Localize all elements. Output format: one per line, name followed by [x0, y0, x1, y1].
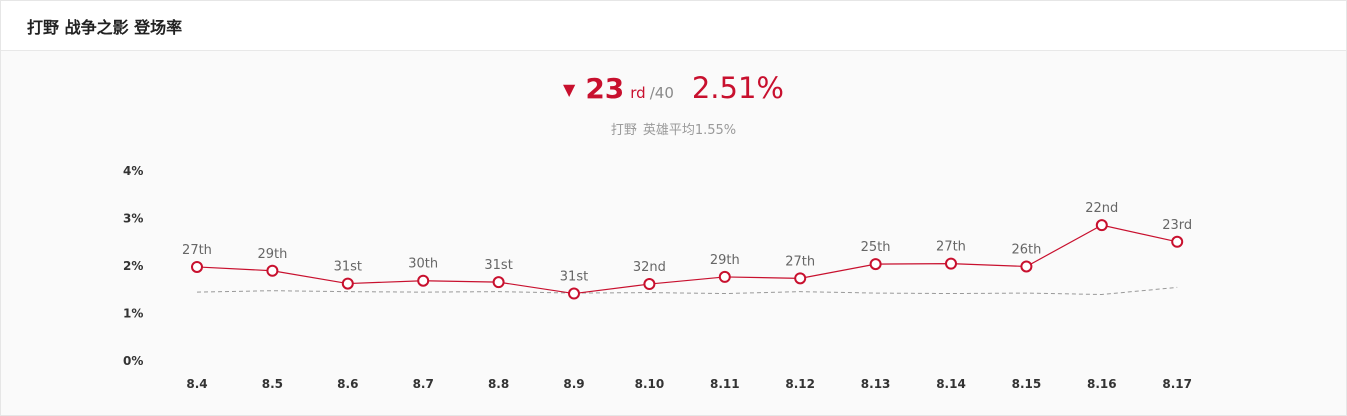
rank-label: 30th — [408, 257, 438, 272]
rank-label: 32nd — [633, 260, 666, 275]
data-point — [191, 260, 203, 273]
role-average-text: 英雄平均1.55% — [642, 123, 737, 138]
playrate-series-line — [196, 224, 1178, 295]
rank-suffix: rd — [630, 84, 646, 102]
x-tick-label: 8.4 — [186, 377, 207, 391]
rank-label: 29th — [257, 247, 287, 262]
rank-label: 26th — [1011, 242, 1041, 257]
y-tick-label: 1% — [123, 307, 143, 321]
data-point — [417, 274, 430, 287]
x-tick-label: 8.9 — [563, 377, 584, 391]
data-point — [718, 270, 731, 283]
data-point — [568, 287, 580, 300]
x-tick-label: 8.16 — [1087, 377, 1117, 391]
rank-label: 25th — [861, 240, 891, 255]
rank-label: 23rd — [1162, 218, 1192, 233]
x-tick-label: 8.10 — [635, 377, 665, 391]
y-tick-label: 2% — [123, 259, 143, 273]
panel-header: 打野 战争之影 登场率 — [1, 1, 1346, 51]
rank-label: 27th — [785, 254, 815, 269]
rank-label: 27th — [182, 243, 212, 258]
rank-label: 22nd — [1085, 201, 1118, 216]
rank-summary: ▼ 23 rd /40 2.51% — [1, 71, 1346, 105]
rank-value: 23 — [585, 72, 625, 105]
x-tick-label: 8.6 — [337, 377, 358, 391]
rank-label: 31st — [484, 258, 512, 273]
data-point — [1171, 235, 1184, 248]
x-tick-label: 8.8 — [488, 377, 509, 391]
x-tick-label: 8.11 — [710, 377, 740, 391]
data-point — [869, 258, 882, 271]
average-series-line — [196, 286, 1178, 296]
data-point — [794, 272, 807, 285]
x-tick-label: 8.12 — [785, 377, 815, 391]
data-point — [1095, 219, 1108, 232]
rank-label: 31st — [334, 260, 362, 275]
data-point — [643, 278, 656, 291]
data-point — [945, 257, 957, 270]
x-tick-label: 8.13 — [861, 377, 891, 391]
role-average: 打野 英雄平均1.55% — [1, 119, 1346, 138]
panel-title: 打野 战争之影 登场率 — [27, 17, 183, 37]
data-point — [492, 276, 505, 289]
x-tick-label: 8.14 — [936, 377, 966, 391]
x-tick-label: 8.17 — [1162, 377, 1192, 391]
play-rate: 2.51% — [691, 71, 784, 105]
rank-label: 31st — [560, 270, 588, 285]
triangle-down-icon: ▼ — [563, 80, 576, 99]
x-tick-label: 8.15 — [1012, 377, 1042, 391]
role-average-role: 打野 — [610, 123, 637, 138]
data-point — [266, 264, 279, 277]
y-tick-label: 3% — [123, 212, 143, 226]
y-tick-label: 4% — [123, 164, 143, 178]
rank-total: /40 — [649, 84, 674, 102]
data-point — [341, 277, 354, 290]
y-tick-label: 0% — [123, 354, 143, 368]
rank-label: 29th — [710, 253, 740, 268]
x-tick-label: 8.5 — [262, 377, 283, 391]
rank-label: 27th — [936, 240, 966, 255]
data-point — [1020, 260, 1033, 273]
x-tick-label: 8.7 — [413, 377, 434, 391]
